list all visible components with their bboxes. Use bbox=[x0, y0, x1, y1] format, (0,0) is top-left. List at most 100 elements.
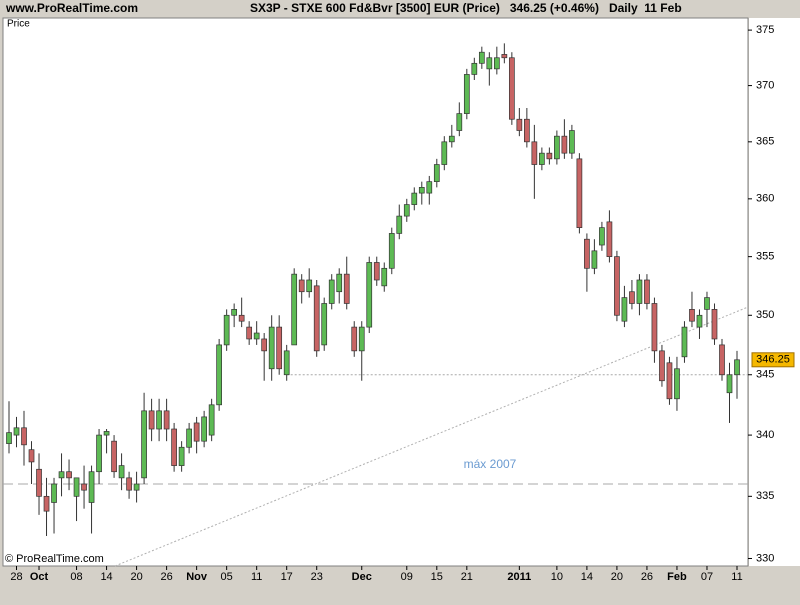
x-tick-label: 15 bbox=[431, 571, 443, 583]
candle-body bbox=[186, 428, 192, 448]
x-tick-label: Dec bbox=[352, 571, 372, 583]
y-tick-label: 335 bbox=[756, 490, 774, 502]
x-tick-label: 2011 bbox=[507, 571, 531, 583]
candle-body bbox=[388, 233, 395, 269]
candle-body bbox=[231, 309, 238, 316]
x-tick-label: 11 bbox=[731, 571, 742, 583]
candle-body bbox=[546, 152, 553, 160]
candle-body bbox=[441, 141, 448, 165]
x-tick-label: 17 bbox=[281, 571, 293, 583]
candle-body bbox=[13, 427, 20, 436]
candle-body bbox=[524, 118, 530, 143]
candle-body bbox=[291, 273, 298, 346]
candle-body bbox=[576, 158, 583, 228]
watermark: © ProRealTime.com bbox=[5, 553, 104, 565]
candle-body bbox=[118, 465, 125, 479]
candle-body bbox=[253, 332, 260, 340]
candle-body bbox=[178, 446, 185, 466]
candle-body bbox=[711, 309, 718, 340]
last-price-label: 346.25 bbox=[756, 354, 790, 366]
candle-body bbox=[448, 135, 455, 143]
candle-body bbox=[651, 303, 658, 352]
last-price-box bbox=[751, 352, 795, 368]
y-tick-label: 375 bbox=[756, 24, 774, 36]
candle-body bbox=[321, 303, 328, 346]
x-tick-label: 07 bbox=[701, 571, 713, 583]
candle-body bbox=[569, 130, 575, 154]
candle-body bbox=[126, 477, 132, 491]
x-tick-label: 28 bbox=[10, 571, 22, 583]
plot-area bbox=[2, 17, 749, 567]
candle-body bbox=[36, 468, 42, 497]
candle-body bbox=[666, 362, 673, 400]
marks bbox=[3, 43, 748, 536]
candle-body bbox=[561, 135, 568, 154]
candle-body bbox=[606, 221, 613, 257]
candle-body bbox=[471, 62, 478, 75]
candle-body bbox=[141, 410, 147, 479]
candle-body bbox=[516, 118, 523, 131]
candle-body bbox=[283, 350, 290, 376]
candle-body bbox=[689, 309, 695, 322]
candle-body bbox=[103, 431, 110, 436]
candle-body bbox=[96, 434, 102, 473]
y-tick-label: 370 bbox=[756, 79, 774, 91]
y-tick-label: 350 bbox=[756, 309, 774, 321]
candle-body bbox=[268, 326, 275, 370]
candle-body bbox=[328, 279, 335, 304]
candle-body bbox=[508, 57, 515, 120]
candle-body bbox=[584, 238, 590, 269]
candle-body bbox=[531, 141, 538, 165]
candle-body bbox=[66, 471, 72, 479]
level-label: máx 2007 bbox=[464, 457, 517, 471]
candle-body bbox=[456, 113, 463, 131]
candle-body bbox=[674, 368, 680, 400]
x-tick-label: 20 bbox=[611, 571, 623, 583]
candle-body bbox=[58, 471, 65, 479]
candle-body bbox=[358, 326, 365, 352]
candle-body bbox=[298, 279, 305, 293]
chart-title: SX3P - STXE 600 Fd&Bvr [3500] EUR (Price… bbox=[250, 1, 682, 15]
candle-body bbox=[21, 427, 27, 446]
y-tick-label: 360 bbox=[756, 193, 774, 205]
x-tick-label: 09 bbox=[401, 571, 413, 583]
candle-body bbox=[111, 440, 117, 473]
candle-body bbox=[493, 57, 500, 70]
candle-body bbox=[614, 256, 620, 316]
trend-line bbox=[114, 306, 749, 567]
candle-body bbox=[246, 326, 253, 340]
candle-body bbox=[133, 483, 140, 491]
candle-body bbox=[629, 291, 635, 304]
source: www.ProRealTime.com bbox=[5, 1, 138, 15]
x-tick-label: Nov bbox=[186, 571, 208, 583]
candle-body bbox=[621, 297, 628, 322]
candle-body bbox=[343, 273, 350, 304]
candle-body bbox=[696, 314, 703, 328]
x-tick-label: 26 bbox=[641, 571, 653, 583]
candle-body bbox=[43, 495, 50, 512]
candle-body bbox=[396, 215, 403, 234]
candle-body bbox=[381, 267, 388, 287]
candle-body bbox=[223, 314, 230, 346]
candle-body bbox=[373, 262, 380, 281]
x-tick-label: 08 bbox=[70, 571, 82, 583]
candle-body bbox=[726, 374, 733, 394]
candle-body bbox=[201, 416, 207, 442]
candle-body bbox=[659, 350, 665, 382]
candle-body bbox=[51, 483, 57, 503]
candle-body bbox=[306, 279, 313, 293]
candle-body bbox=[148, 410, 155, 430]
candle-body bbox=[171, 428, 177, 466]
candle-body bbox=[539, 152, 545, 165]
candle-body bbox=[554, 135, 560, 160]
x-tick-label: 23 bbox=[311, 571, 323, 583]
y-tick-label: 345 bbox=[756, 369, 774, 381]
candle-body bbox=[403, 204, 410, 217]
candle-body bbox=[351, 326, 358, 352]
candle-body bbox=[313, 285, 320, 352]
candle-body bbox=[644, 279, 650, 304]
candle-body bbox=[163, 410, 170, 430]
candle-body bbox=[366, 262, 373, 328]
candle-body bbox=[28, 449, 35, 463]
candle-body bbox=[681, 326, 688, 358]
